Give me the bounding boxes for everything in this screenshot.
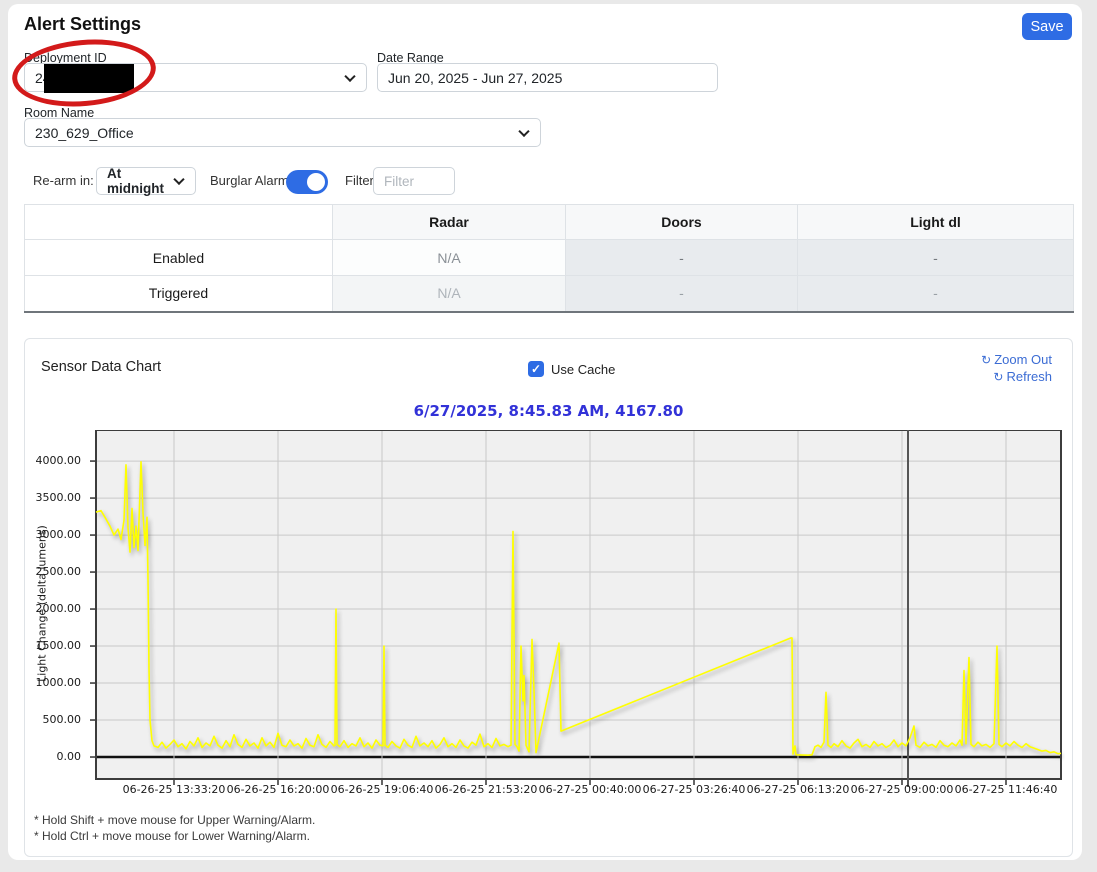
chart-crosshair-readout: 6/27/2025, 8:45.83 AM, 4167.80 — [413, 402, 684, 420]
note-upper-warning: * Hold Shift + move mouse for Upper Warn… — [34, 813, 316, 827]
rearm-select[interactable]: At midnight — [96, 166, 196, 196]
y-tick-label: 500.00 — [42, 713, 82, 727]
table-row: Triggered N/A - - — [24, 275, 1074, 313]
table-header-blank — [24, 204, 333, 240]
triggered-radar-cell: N/A — [332, 275, 566, 313]
enabled-light-cell: - — [797, 239, 1074, 276]
y-tick-label: 2000.00 — [35, 602, 82, 616]
x-axis-labels: 06-26-25 13:33:20 06-26-25 16:20:00 06-26-… — [25, 783, 1065, 801]
sensor-alert-table: Radar Doors Light dl Enabled N/A - - Tri… — [24, 204, 1074, 313]
rearm-value: At midnight — [107, 166, 164, 196]
date-range-label: Date Range — [377, 51, 444, 65]
refresh-icon: ↻ — [981, 353, 992, 367]
y-tick-label: 0.00 — [56, 750, 82, 764]
table-header-light-dl: Light dl — [797, 204, 1074, 240]
y-axis-title: Light Change (delta lumens) — [35, 525, 49, 682]
x-tick-label: 06-26-25 13:33:20 — [122, 783, 226, 796]
room-name-label: Room Name — [24, 106, 95, 120]
use-cache-label: Use Cache — [551, 361, 616, 377]
burglar-alarm-toggle[interactable] — [286, 170, 328, 194]
x-tick-label: 06-27-25 06:13:20 — [746, 783, 850, 796]
room-name-select[interactable]: 230_629_Office — [24, 118, 541, 147]
zoom-out-link[interactable]: ↻ Zoom Out — [981, 352, 1052, 367]
refresh-icon: ↻ — [993, 369, 1004, 384]
note-lower-warning: * Hold Ctrl + move mouse for Lower Warni… — [34, 829, 310, 843]
chart-card-title: Sensor Data Chart — [41, 359, 162, 375]
x-tick-label: 06-26-25 21:53:20 — [434, 783, 538, 796]
filter-input[interactable] — [373, 167, 455, 195]
triggered-light-cell: - — [797, 275, 1074, 313]
series-light-change-delta-lumens — [95, 460, 1062, 757]
x-tick-label: 06-27-25 00:40:00 — [538, 783, 642, 796]
row-label-triggered: Triggered — [24, 275, 333, 313]
filter-label: Filter: — [345, 173, 378, 188]
page-title: Alert Settings — [24, 14, 142, 34]
table-header-doors: Doors — [565, 204, 798, 240]
check-icon: ✓ — [530, 362, 542, 376]
burglar-alarm-label: Burglar Alarm: — [210, 173, 293, 188]
chevron-down-icon — [344, 70, 356, 82]
toggle-knob — [307, 173, 325, 191]
chevron-down-icon — [173, 173, 185, 186]
table-row: Enabled N/A - - — [24, 239, 1074, 276]
date-range-input[interactable] — [377, 63, 718, 92]
save-button[interactable]: Save — [1022, 13, 1072, 40]
sensor-data-chart-card: Sensor Data Chart ✓ Use Cache ↻ Zoom Out … — [24, 338, 1073, 857]
y-tick-label: 3000.00 — [35, 528, 82, 542]
y-tick-label: 3500.00 — [35, 491, 82, 505]
redaction-box — [44, 64, 134, 93]
rearm-label: Re-arm in: — [33, 173, 94, 188]
chevron-down-icon — [518, 125, 530, 137]
row-label-enabled: Enabled — [24, 239, 333, 276]
x-tick-label: 06-27-25 03:26:40 — [642, 783, 746, 796]
deployment-id-label: Deployment ID — [24, 51, 107, 65]
y-tick-label: 1500.00 — [35, 639, 82, 653]
main-card: Alert Settings Save Deployment ID 24 Dat… — [8, 4, 1082, 860]
table-header-radar: Radar — [332, 204, 566, 240]
x-tick-label: 06-26-25 19:06:40 — [330, 783, 434, 796]
chart-canvas[interactable] — [88, 430, 1065, 792]
y-tick-label: 2500.00 — [35, 565, 82, 579]
enabled-doors-cell: - — [565, 239, 798, 276]
room-name-value: 230_629_Office — [35, 124, 134, 141]
triggered-doors-cell: - — [565, 275, 798, 313]
x-tick-label: 06-27-25 11:46:40 — [954, 783, 1058, 796]
enabled-radar-cell: N/A — [332, 239, 566, 276]
y-tick-label: 4000.00 — [35, 454, 82, 468]
x-tick-label: 06-26-25 16:20:00 — [226, 783, 330, 796]
y-tick-label: 1000.00 — [35, 676, 82, 690]
refresh-link[interactable]: ↻ Refresh — [993, 368, 1052, 384]
use-cache-checkbox[interactable]: ✓ — [528, 361, 544, 377]
chart-area: 0.00 500.00 1000.00 1500.00 2000.00 2500.00 30… — [25, 339, 1072, 856]
x-tick-label: 06-27-25 09:00:00 — [850, 783, 954, 796]
